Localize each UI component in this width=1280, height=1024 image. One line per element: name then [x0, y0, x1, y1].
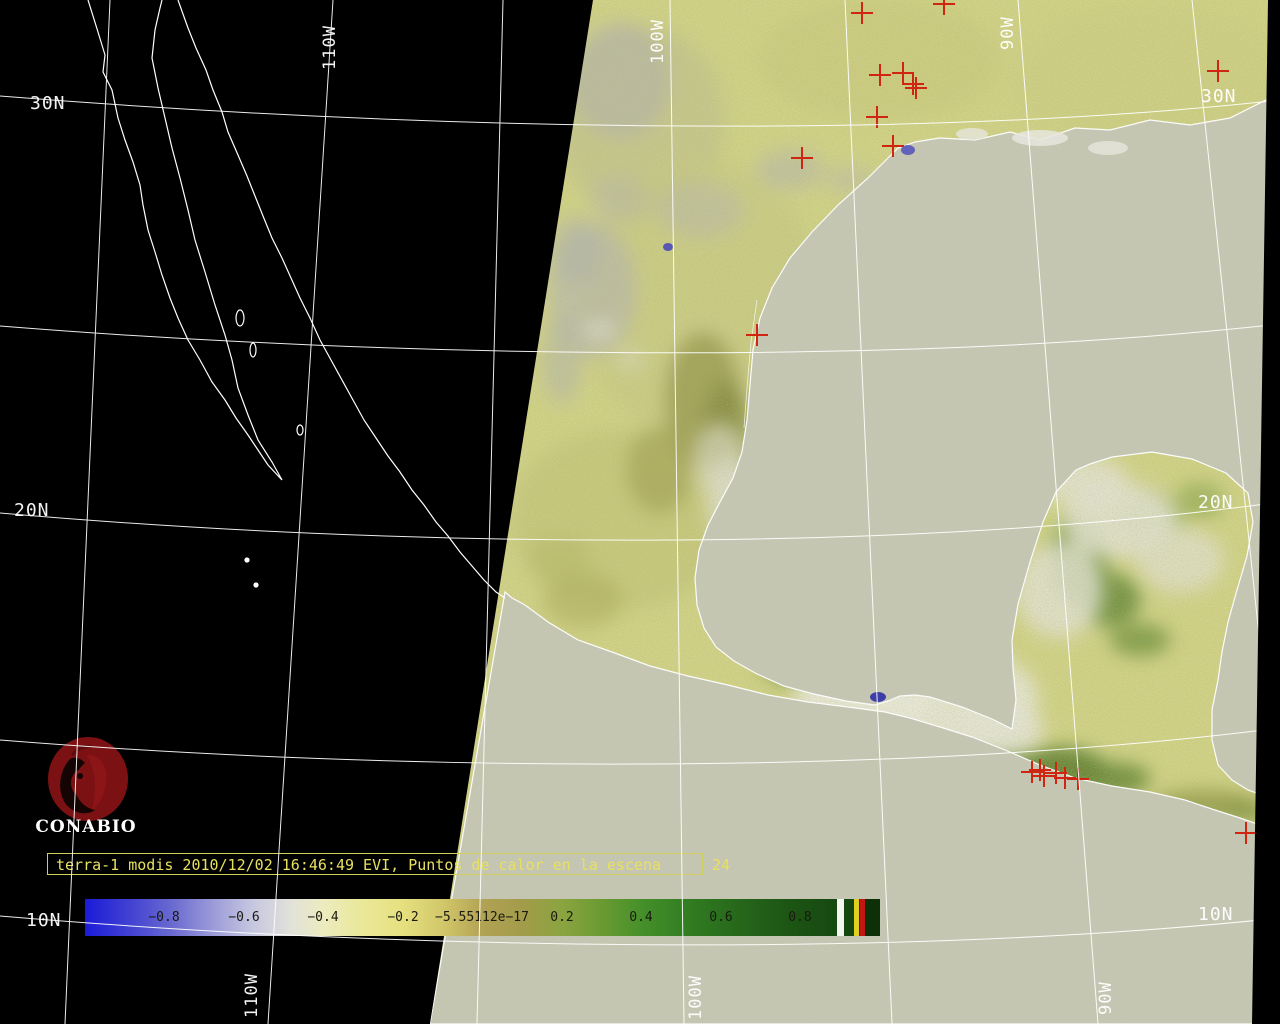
fire-hotspot-marker	[866, 106, 888, 128]
colorbar-tick: −0.2	[387, 910, 419, 925]
longitude-label: 110W	[242, 973, 262, 1018]
conabio-logo-text: CONABIO	[35, 817, 137, 837]
colorbar-stripe-white	[837, 899, 844, 936]
latitude-label: 20N	[14, 500, 50, 521]
fire-hotspot-marker	[746, 324, 768, 346]
fire-hotspot-marker	[1207, 60, 1229, 82]
colorbar-tick: −0.8	[148, 910, 180, 925]
fire-hotspot-marker	[851, 2, 873, 24]
colorbar-tick: 0.8	[788, 910, 812, 925]
colorbar-tick: 0.2	[550, 910, 574, 925]
fire-hotspot-marker	[1067, 768, 1089, 790]
longitude-label: 100W	[686, 975, 706, 1020]
scene-caption-text: terra-1 modis 2010/12/02 16:46:49 EVI, P…	[56, 856, 662, 874]
fire-hotspot-marker	[1235, 822, 1257, 844]
fire-hotspot-marker	[905, 77, 927, 99]
scene-caption: terra-1 modis 2010/12/02 16:46:49 EVI, P…	[47, 853, 703, 875]
fire-hotspot-marker	[882, 135, 904, 157]
colorbar-stripe-yellow	[854, 899, 859, 936]
longitude-label: 90W	[998, 16, 1018, 50]
latitude-label: 30N	[1201, 86, 1237, 107]
colorbar-tick: −0.6	[228, 910, 260, 925]
fire-hotspot-marker	[791, 147, 813, 169]
latitude-label: 10N	[1198, 904, 1234, 925]
latitude-label: 10N	[26, 910, 62, 931]
colorbar-tick: 0.4	[629, 910, 653, 925]
longitude-label: 110W	[320, 25, 340, 70]
colorbar-tick: 0.6	[709, 910, 733, 925]
longitude-label: 90W	[1096, 981, 1116, 1015]
fire-hotspot-marker	[902, 73, 924, 95]
evi-colorbar: −0.8 −0.6 −0.4 −0.2 −5.55112e−17 0.2 0.4 0.6 0.8	[85, 899, 880, 936]
colorbar-tick: −5.55112e−17	[435, 910, 529, 925]
fire-hotspot-marker	[869, 64, 891, 86]
longitude-label: 100W	[648, 19, 668, 64]
baja-california-coastline	[87, 0, 506, 599]
fire-hotspot-marker	[892, 62, 914, 84]
hotspot-count: 24	[712, 856, 731, 874]
latitude-label: 30N	[30, 93, 66, 114]
latitude-label: 20N	[1198, 492, 1234, 513]
colorbar-tick: −0.4	[307, 910, 339, 925]
mainland-pacific-coastline	[177, 0, 506, 599]
colorbar-stripe-dark	[865, 899, 880, 936]
fire-hotspot-marker	[933, 0, 955, 15]
